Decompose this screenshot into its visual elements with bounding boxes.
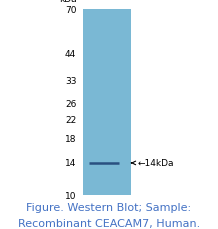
Text: 33: 33	[65, 77, 76, 86]
Text: 44: 44	[65, 50, 76, 59]
Text: Recombinant CEACAM7, Human.: Recombinant CEACAM7, Human.	[18, 218, 200, 228]
Text: 18: 18	[65, 135, 76, 144]
Text: 10: 10	[65, 191, 76, 200]
Text: kDa: kDa	[59, 0, 76, 4]
Text: 26: 26	[65, 100, 76, 109]
Text: Figure. Western Blot; Sample:: Figure. Western Blot; Sample:	[26, 202, 192, 212]
Text: 70: 70	[65, 5, 76, 14]
Text: ←14kDa: ←14kDa	[132, 159, 174, 168]
Text: 22: 22	[65, 116, 76, 125]
Text: 14: 14	[65, 159, 76, 168]
